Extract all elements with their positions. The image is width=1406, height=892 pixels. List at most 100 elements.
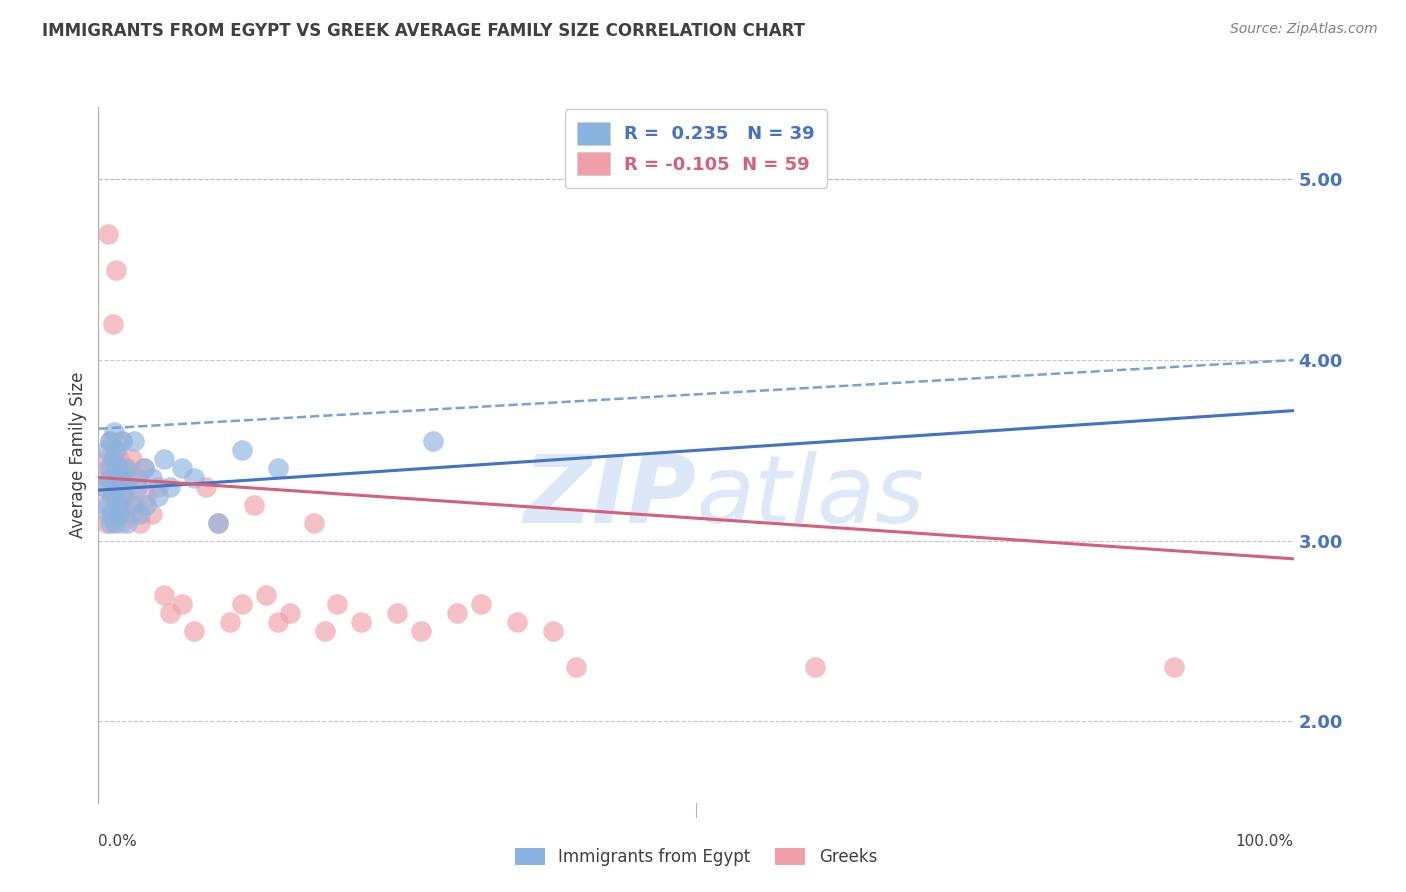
Text: Source: ZipAtlas.com: Source: ZipAtlas.com bbox=[1230, 22, 1378, 37]
Point bbox=[114, 461, 136, 475]
Point bbox=[98, 516, 122, 530]
Point bbox=[120, 507, 142, 521]
Point bbox=[267, 461, 290, 475]
Point bbox=[207, 516, 229, 530]
Point bbox=[231, 443, 253, 458]
Point bbox=[1163, 660, 1185, 674]
Point bbox=[111, 434, 134, 449]
Point bbox=[141, 470, 163, 484]
Point bbox=[104, 443, 127, 458]
Point bbox=[804, 660, 827, 674]
Point bbox=[105, 443, 128, 458]
Text: ZIP: ZIP bbox=[523, 450, 696, 542]
Point bbox=[124, 498, 146, 512]
Point bbox=[107, 498, 129, 512]
Text: IMMIGRANTS FROM EGYPT VS GREEK AVERAGE FAMILY SIZE CORRELATION CHART: IMMIGRANTS FROM EGYPT VS GREEK AVERAGE F… bbox=[42, 22, 806, 40]
Point bbox=[105, 479, 128, 493]
Point bbox=[108, 507, 131, 521]
Point bbox=[125, 470, 148, 484]
Point bbox=[183, 624, 205, 639]
Point bbox=[96, 443, 118, 458]
Point bbox=[94, 498, 117, 512]
Point bbox=[470, 597, 492, 611]
Text: 100.0%: 100.0% bbox=[1236, 834, 1294, 849]
Point bbox=[103, 425, 125, 440]
Point bbox=[98, 434, 122, 449]
Y-axis label: Average Family Size: Average Family Size bbox=[69, 372, 87, 538]
Point bbox=[105, 489, 128, 503]
Point bbox=[120, 498, 142, 512]
Point bbox=[141, 507, 163, 521]
Point bbox=[115, 516, 138, 530]
Legend: Immigrants from Egypt, Greeks: Immigrants from Egypt, Greeks bbox=[506, 839, 886, 874]
Text: atlas: atlas bbox=[696, 451, 924, 542]
Point bbox=[110, 516, 132, 530]
Point bbox=[315, 624, 337, 639]
Point bbox=[422, 434, 444, 449]
Point bbox=[385, 606, 409, 620]
Point bbox=[172, 461, 194, 475]
Point bbox=[243, 498, 266, 512]
Point bbox=[98, 434, 122, 449]
Point bbox=[132, 461, 155, 475]
Point bbox=[148, 479, 170, 493]
Text: 0.0%: 0.0% bbox=[98, 834, 138, 849]
Point bbox=[207, 516, 229, 530]
Point bbox=[411, 624, 433, 639]
Point bbox=[108, 479, 131, 493]
Point bbox=[153, 452, 176, 467]
Point bbox=[101, 452, 124, 467]
Point bbox=[446, 606, 468, 620]
Point bbox=[98, 498, 121, 512]
Point bbox=[153, 588, 176, 602]
Point bbox=[98, 470, 122, 484]
Point bbox=[111, 434, 134, 449]
Point bbox=[219, 615, 242, 629]
Point bbox=[326, 597, 349, 611]
Point bbox=[254, 588, 277, 602]
Point bbox=[101, 489, 124, 503]
Point bbox=[93, 479, 115, 493]
Point bbox=[115, 461, 138, 475]
Point bbox=[183, 470, 205, 484]
Point bbox=[117, 470, 139, 484]
Point bbox=[350, 615, 373, 629]
Point bbox=[125, 479, 148, 493]
Point bbox=[98, 461, 122, 475]
Point bbox=[94, 516, 117, 530]
Point bbox=[129, 516, 152, 530]
Point bbox=[105, 262, 128, 277]
Point bbox=[194, 479, 218, 493]
Point bbox=[97, 227, 120, 241]
Point bbox=[107, 452, 129, 467]
Point bbox=[107, 498, 129, 512]
Point bbox=[159, 479, 181, 493]
Point bbox=[96, 452, 118, 467]
Point bbox=[172, 597, 194, 611]
Point bbox=[105, 461, 128, 475]
Point bbox=[104, 516, 127, 530]
Point bbox=[111, 470, 134, 484]
Point bbox=[132, 461, 155, 475]
Point bbox=[302, 516, 325, 530]
Point bbox=[101, 507, 124, 521]
Point bbox=[267, 615, 290, 629]
Point bbox=[101, 317, 124, 331]
Point bbox=[278, 606, 301, 620]
Point bbox=[93, 479, 115, 493]
Point bbox=[97, 470, 120, 484]
Point bbox=[114, 489, 136, 503]
Point bbox=[148, 489, 170, 503]
Point bbox=[121, 452, 143, 467]
Point bbox=[124, 434, 146, 449]
Point bbox=[129, 507, 152, 521]
Point bbox=[135, 498, 157, 512]
Point bbox=[506, 615, 529, 629]
Point bbox=[541, 624, 564, 639]
Point bbox=[103, 470, 125, 484]
Point bbox=[565, 660, 588, 674]
Point bbox=[135, 489, 157, 503]
Point bbox=[107, 461, 129, 475]
Point bbox=[108, 470, 131, 484]
Point bbox=[159, 606, 181, 620]
